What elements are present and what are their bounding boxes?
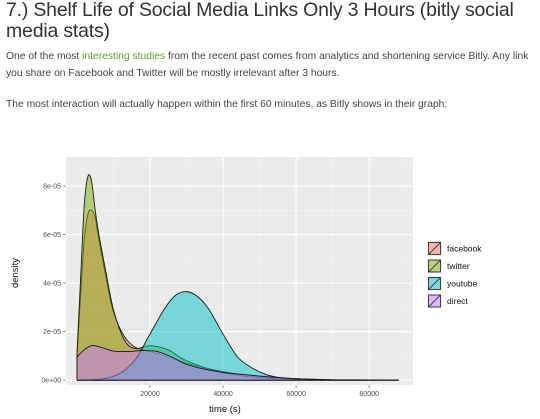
y-axis: 0e+00 2e-05 4e-05 6e-05 8e-05 bbox=[41, 184, 66, 385]
y-axis-title: density bbox=[10, 258, 21, 288]
x-tick-label: 40000 bbox=[213, 391, 233, 398]
legend-key-slash bbox=[428, 294, 441, 308]
y-tick-label: 6e-05 bbox=[43, 232, 61, 239]
legend: facebook twitter youtube direct bbox=[427, 241, 482, 309]
x-axis: 20000 40000 60000 80000 bbox=[140, 385, 379, 398]
y-tick-label: 4e-05 bbox=[43, 281, 61, 288]
article-headline: 7.) Shelf Life of Social Media Links Onl… bbox=[6, 0, 514, 42]
legend-key-slash bbox=[428, 259, 441, 273]
legend-label-twitter: twitter bbox=[447, 261, 470, 271]
graph-intro-paragraph: The most interaction will actually happe… bbox=[6, 99, 448, 110]
x-tick-label: 20000 bbox=[140, 391, 160, 398]
x-tick-label: 80000 bbox=[359, 391, 379, 398]
intro-text-start: One of the most bbox=[6, 51, 83, 62]
x-axis-title: time (s) bbox=[209, 404, 241, 415]
density-chart: 0e+00 2e-05 4e-05 6e-05 8e-05 20000 40000 6000… bbox=[10, 157, 482, 415]
legend-key-slash bbox=[428, 277, 441, 290]
x-tick-label: 60000 bbox=[286, 391, 306, 398]
y-tick-label: 0e+00 bbox=[41, 378, 61, 385]
density-area-direct bbox=[76, 345, 399, 381]
intro-paragraph: One of the most interesting studies from… bbox=[6, 48, 534, 82]
legend-label-facebook: facebook bbox=[447, 244, 482, 254]
y-tick-label: 8e-05 bbox=[43, 184, 61, 191]
legend-key-slash bbox=[428, 242, 441, 255]
interesting-studies-link[interactable]: interesting studies bbox=[82, 51, 166, 62]
y-tick-label: 2e-05 bbox=[43, 329, 61, 336]
density-areas bbox=[76, 174, 399, 381]
intro-text-end: from the recent past comes from analytic… bbox=[6, 51, 529, 79]
legend-label-youtube: youtube bbox=[447, 279, 478, 289]
legend-label-direct: direct bbox=[447, 296, 468, 306]
